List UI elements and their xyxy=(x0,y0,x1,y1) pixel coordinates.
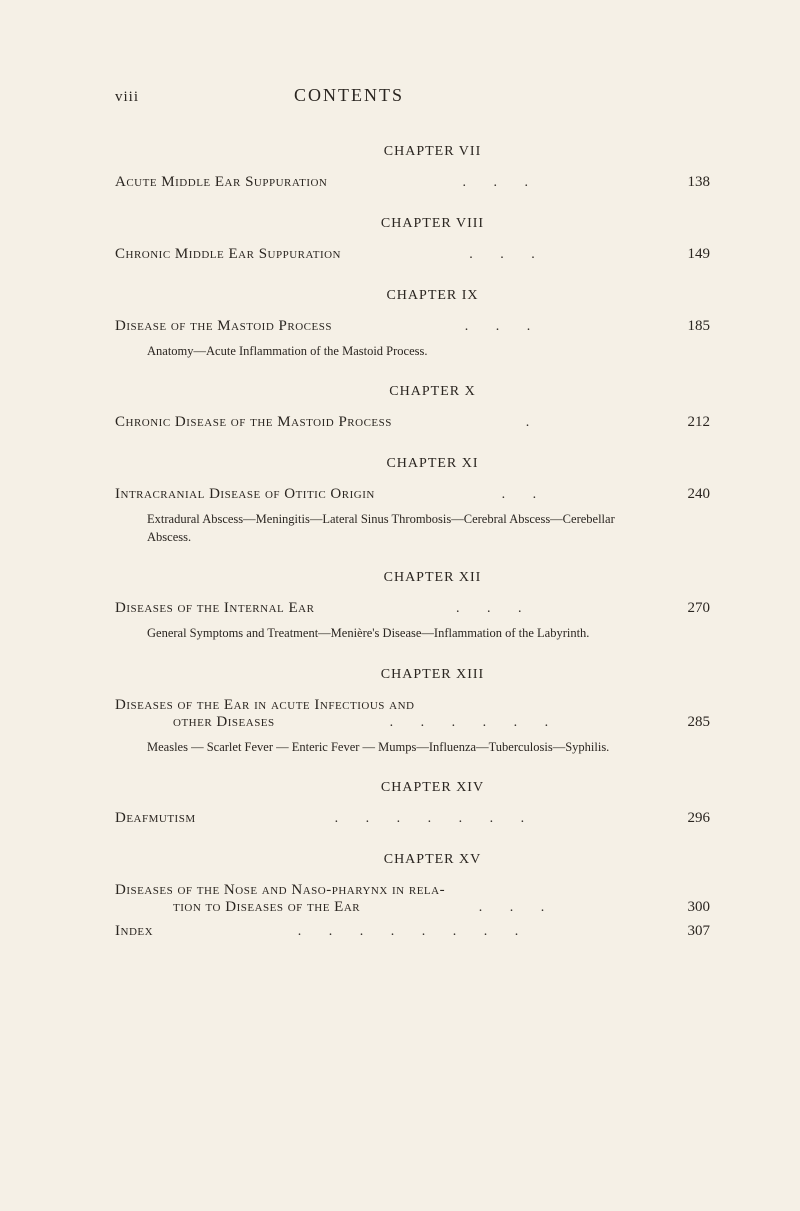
chapter-heading: CHAPTER VII xyxy=(115,144,710,160)
chapter-heading: CHAPTER XIII xyxy=(115,667,710,683)
entry-title: Deafmutism xyxy=(115,810,196,827)
entry-page: 149 xyxy=(675,246,710,263)
entry-page: 296 xyxy=(675,810,710,827)
entry-continuation: other Diseases xyxy=(173,714,275,731)
chapter-heading: CHAPTER XI xyxy=(115,456,710,472)
entry-dots: . . . xyxy=(340,319,667,336)
entry-page: 138 xyxy=(675,174,710,191)
entry-dots: . . . . . . . . xyxy=(161,924,667,941)
entry-sub: Anatomy—Acute Inflammation of the Mastoi… xyxy=(147,342,710,360)
entry-title-line1: Diseases of the Nose and Naso-pharynx in… xyxy=(115,882,710,899)
chapter-block: CHAPTER VIII Chronic Middle Ear Suppurat… xyxy=(115,216,710,264)
entry-title: Chronic Disease of the Mastoid Process xyxy=(115,414,392,431)
chapter-block: CHAPTER XIV Deafmutism . . . . . . . 296 xyxy=(115,780,710,828)
entry-page: 300 xyxy=(675,899,710,916)
toc-entry: tion to Diseases of the Ear . . . 300 xyxy=(115,899,710,917)
chapter-block: CHAPTER VII Acute Middle Ear Suppuration… xyxy=(115,144,710,192)
chapter-heading: CHAPTER IX xyxy=(115,288,710,304)
entry-page: 212 xyxy=(675,414,710,431)
toc-entry: other Diseases . . . . . . 285 xyxy=(115,714,710,732)
toc-entry: Deafmutism . . . . . . . 296 xyxy=(115,810,710,828)
index-entry: Index . . . . . . . . 307 xyxy=(115,923,710,941)
entry-dots: . . . xyxy=(349,247,667,264)
toc-entry-multiline: Diseases of the Nose and Naso-pharynx in… xyxy=(115,882,710,917)
entry-page: 285 xyxy=(675,714,710,731)
page-header: viii CONTENTS xyxy=(115,85,710,106)
entry-dots: . . xyxy=(383,487,667,504)
entry-dots: . . . xyxy=(368,900,667,917)
entry-title: Intracranial Disease of Otitic Origin xyxy=(115,486,375,503)
chapter-block: CHAPTER XI Intracranial Disease of Otiti… xyxy=(115,456,710,546)
chapter-heading: CHAPTER XV xyxy=(115,852,710,868)
entry-continuation: tion to Diseases of the Ear xyxy=(173,899,360,916)
entry-page: 270 xyxy=(675,600,710,617)
toc-entry: Diseases of the Internal Ear . . . 270 xyxy=(115,600,710,618)
entry-dots: . . . . . . . xyxy=(204,811,667,828)
chapter-block: CHAPTER XII Diseases of the Internal Ear… xyxy=(115,570,710,642)
chapter-block: CHAPTER X Chronic Disease of the Mastoid… xyxy=(115,384,710,432)
entry-title: Diseases of the Internal Ear xyxy=(115,600,314,617)
entry-dots: . . . xyxy=(322,601,667,618)
entry-sub: Measles — Scarlet Fever — Enteric Fever … xyxy=(147,738,710,756)
chapter-heading: CHAPTER XII xyxy=(115,570,710,586)
page-number: viii xyxy=(115,89,139,106)
chapter-heading: CHAPTER XIV xyxy=(115,780,710,796)
entry-sub: General Symptoms and Treatment—Menière's… xyxy=(147,624,710,642)
chapter-block: CHAPTER XIII Diseases of the Ear in acut… xyxy=(115,667,710,756)
entry-dots: . . . . . . xyxy=(283,715,667,732)
toc-entry-multiline: Diseases of the Ear in acute Infectious … xyxy=(115,697,710,732)
entry-dots: . . . xyxy=(335,175,667,192)
chapter-heading: CHAPTER VIII xyxy=(115,216,710,232)
entry-page: 240 xyxy=(675,486,710,503)
toc-entry: Disease of the Mastoid Process . . . 185 xyxy=(115,318,710,336)
entry-title: Disease of the Mastoid Process xyxy=(115,318,332,335)
entry-title: Acute Middle Ear Suppuration xyxy=(115,174,327,191)
entry-page: 185 xyxy=(675,318,710,335)
entry-page: 307 xyxy=(675,923,710,940)
chapter-block: CHAPTER XV Diseases of the Nose and Naso… xyxy=(115,852,710,941)
index-title: Index xyxy=(115,923,153,940)
contents-title: CONTENTS xyxy=(294,85,404,106)
chapter-heading: CHAPTER X xyxy=(115,384,710,400)
toc-entry: Chronic Middle Ear Suppuration . . . 149 xyxy=(115,246,710,264)
entry-title-line1: Diseases of the Ear in acute Infectious … xyxy=(115,697,710,714)
toc-entry: Acute Middle Ear Suppuration . . . 138 xyxy=(115,174,710,192)
entry-dots: . xyxy=(400,415,667,432)
toc-entry: Chronic Disease of the Mastoid Process .… xyxy=(115,414,710,432)
entry-sub: Extradural Abscess—Meningitis—Lateral Si… xyxy=(147,510,710,546)
toc-entry: Intracranial Disease of Otitic Origin . … xyxy=(115,486,710,504)
chapter-block: CHAPTER IX Disease of the Mastoid Proces… xyxy=(115,288,710,360)
entry-title: Chronic Middle Ear Suppuration xyxy=(115,246,341,263)
